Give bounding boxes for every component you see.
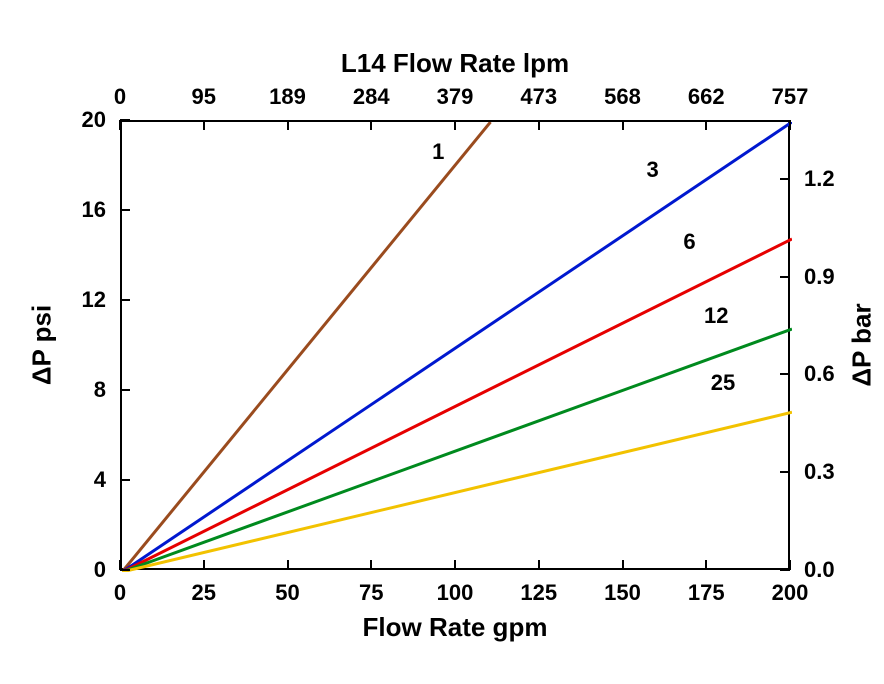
x-top-tick xyxy=(203,120,205,130)
x-top-tick-label: 662 xyxy=(688,84,725,110)
plot-area xyxy=(120,120,790,570)
x-bottom-tick-label: 50 xyxy=(275,580,299,606)
x-bottom-tick-label: 100 xyxy=(437,580,474,606)
y-right-tick-label: 1.2 xyxy=(804,166,835,192)
y-left-tick-label: 8 xyxy=(94,377,106,403)
x-bottom-tick-label: 25 xyxy=(192,580,216,606)
y-right-tick xyxy=(780,569,790,571)
series-line-25 xyxy=(122,412,792,572)
y-left-tick xyxy=(120,389,130,391)
top-axis-title: L14 Flow Rate lpm xyxy=(341,48,569,79)
y-axis-label-right: ΔP bar xyxy=(847,303,878,386)
series-label-3: 3 xyxy=(647,157,659,183)
x-top-tick-label: 757 xyxy=(772,84,809,110)
y-right-tick xyxy=(780,373,790,375)
y-right-tick-label: 0.0 xyxy=(804,557,835,583)
x-bottom-tick-label: 150 xyxy=(604,580,641,606)
x-top-tick xyxy=(454,120,456,130)
series-label-12: 12 xyxy=(704,303,728,329)
y-left-tick-label: 0 xyxy=(94,557,106,583)
x-top-tick xyxy=(538,120,540,130)
x-bottom-tick xyxy=(622,560,624,570)
y-left-tick xyxy=(120,479,130,481)
y-right-tick-label: 0.6 xyxy=(804,361,835,387)
x-top-tick-label: 189 xyxy=(269,84,306,110)
series-label-6: 6 xyxy=(683,229,695,255)
y-left-tick xyxy=(120,209,130,211)
x-bottom-tick xyxy=(203,560,205,570)
series-line-3 xyxy=(122,122,792,572)
x-bottom-tick xyxy=(370,560,372,570)
x-bottom-tick xyxy=(287,560,289,570)
x-top-tick xyxy=(119,120,121,130)
x-bottom-tick-label: 200 xyxy=(772,580,809,606)
x-bottom-tick-label: 175 xyxy=(688,580,725,606)
chart-svg xyxy=(122,122,792,572)
y-axis-label-left: ΔP psi xyxy=(27,305,58,385)
y-left-tick xyxy=(120,299,130,301)
y-left-tick xyxy=(120,569,130,571)
x-bottom-tick-label: 75 xyxy=(359,580,383,606)
x-top-tick-label: 0 xyxy=(114,84,126,110)
series-line-6 xyxy=(122,239,792,572)
x-axis-label-bottom: Flow Rate gpm xyxy=(363,612,548,643)
y-right-tick xyxy=(780,471,790,473)
y-right-tick xyxy=(780,276,790,278)
y-right-tick-label: 0.3 xyxy=(804,459,835,485)
y-left-tick-label: 16 xyxy=(82,197,106,223)
y-right-tick xyxy=(780,178,790,180)
y-left-tick-label: 4 xyxy=(94,467,106,493)
x-top-tick-label: 473 xyxy=(520,84,557,110)
x-bottom-tick xyxy=(454,560,456,570)
x-top-tick-label: 95 xyxy=(192,84,216,110)
x-bottom-tick xyxy=(538,560,540,570)
x-top-tick xyxy=(622,120,624,130)
x-top-tick xyxy=(370,120,372,130)
x-top-tick xyxy=(789,120,791,130)
x-bottom-tick-label: 0 xyxy=(114,580,126,606)
x-bottom-tick xyxy=(705,560,707,570)
x-top-tick-label: 379 xyxy=(437,84,474,110)
y-left-tick-label: 12 xyxy=(82,287,106,313)
y-right-tick-label: 0.9 xyxy=(804,264,835,290)
y-left-tick xyxy=(120,119,130,121)
x-top-tick xyxy=(705,120,707,130)
series-label-1: 1 xyxy=(432,139,444,165)
series-label-25: 25 xyxy=(711,370,735,396)
x-top-tick xyxy=(287,120,289,130)
x-top-tick-label: 568 xyxy=(604,84,641,110)
y-left-tick-label: 20 xyxy=(82,107,106,133)
x-top-tick-label: 284 xyxy=(353,84,390,110)
x-bottom-tick-label: 125 xyxy=(520,580,557,606)
